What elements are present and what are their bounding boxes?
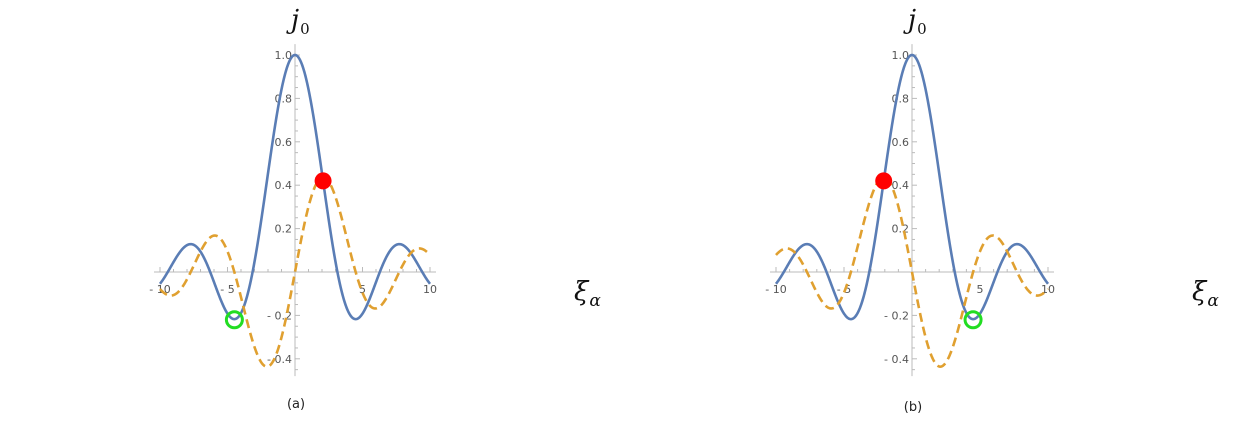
y-tick-label: 1.0: [892, 49, 910, 62]
x-tick-label: - 5: [220, 283, 234, 296]
y-tick-label: - 0.2: [884, 309, 909, 322]
series-solid-line: [158, 53, 432, 321]
y-axis-title: j0: [286, 5, 310, 38]
y-tick-label: 0.6: [275, 136, 293, 149]
panel-b-chart: - 10- 5 5 10- 0.4- 0.20.20.40.60.81.0j0ξα(…: [765, 5, 1219, 415]
y-tick-label: 0.2: [275, 223, 293, 236]
y-tick-label: 0.8: [892, 92, 910, 105]
intersection-point-ring: [963, 310, 983, 330]
panel-a-chart: - 10- 5 5 10- 0.4- 0.20.20.40.60.81.0j0ξα(…: [149, 5, 601, 412]
x-axis-title: ξα: [1192, 277, 1219, 311]
x-tick-label: 10: [423, 283, 437, 296]
y-tick-label: 0.6: [892, 136, 910, 149]
series-dashed-line: [159, 176, 431, 368]
series-dashed-line: [775, 176, 1049, 368]
y-tick-label: 0.4: [892, 179, 910, 192]
y-tick-label: 1.0: [275, 49, 293, 62]
y-tick-label: 0.2: [892, 223, 910, 236]
panel-label: (b): [904, 400, 922, 415]
x-axis-title: ξα: [574, 277, 601, 311]
y-tick-label: 0.4: [275, 179, 293, 192]
series-solid-line: [774, 53, 1050, 321]
y-tick-label: - 0.4: [884, 353, 909, 366]
axes: [770, 44, 1054, 377]
y-axis-title: j0: [903, 5, 927, 38]
x-tick-label: 5: [359, 283, 366, 296]
intersection-point-filled: [875, 172, 893, 190]
x-tick-label: 5: [977, 283, 984, 296]
x-tick-label: - 10: [765, 283, 786, 296]
y-tick-label: 0.8: [275, 92, 293, 105]
axes: [154, 44, 436, 377]
intersection-point-filled: [314, 172, 332, 190]
intersection-point-ring: [224, 310, 244, 330]
panel-label: (a): [287, 397, 305, 412]
